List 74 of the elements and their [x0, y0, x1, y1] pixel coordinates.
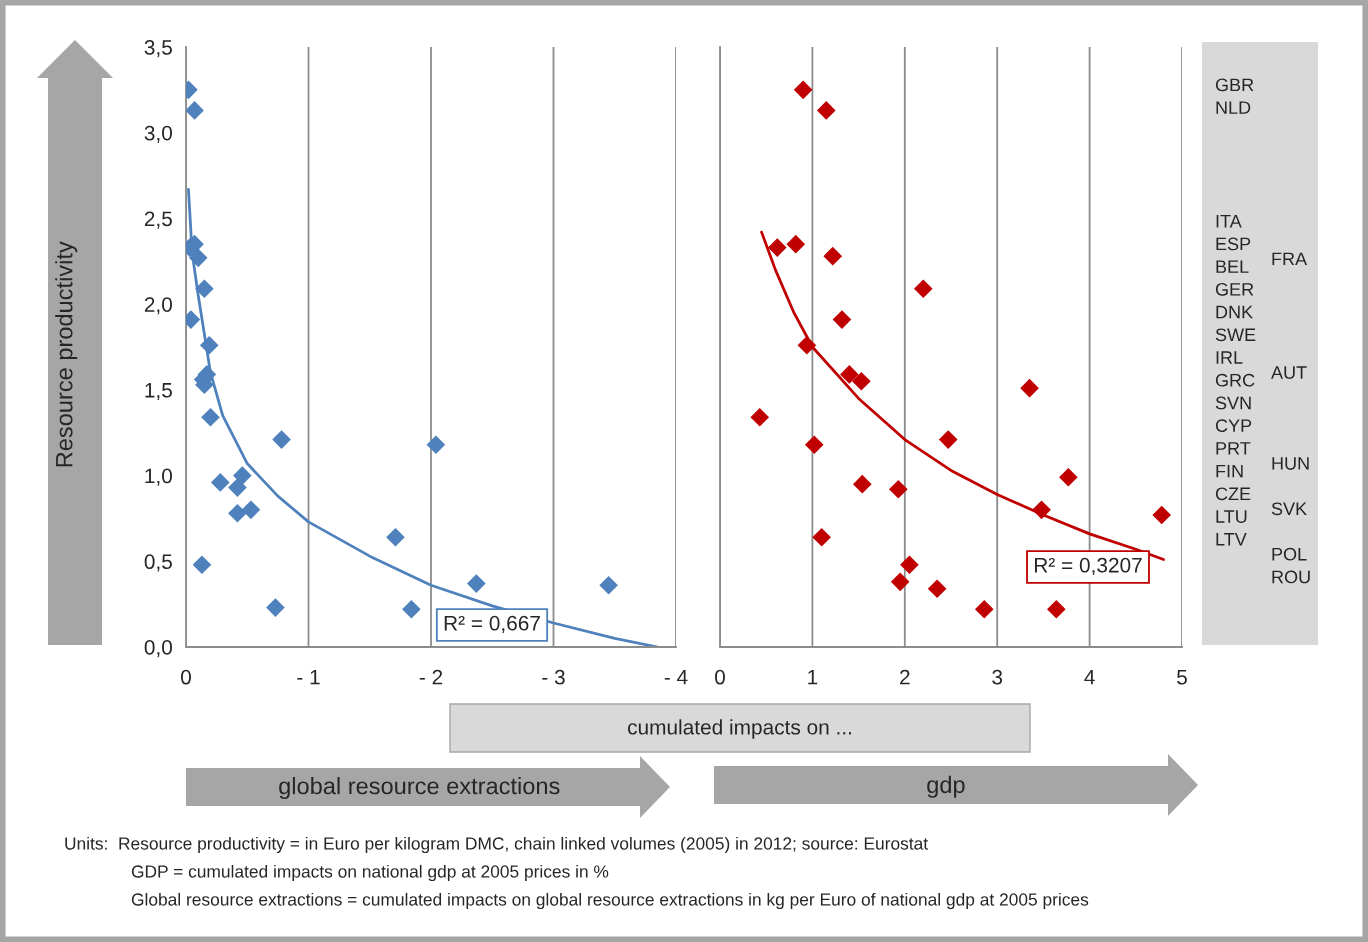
x-tick-label: 0: [181, 669, 191, 685]
x-tick-label: - 1: [297, 669, 320, 685]
line-series: [187, 187, 660, 647]
annotation: R² = 0,667: [444, 615, 540, 634]
point: [1032, 500, 1051, 520]
point: [938, 430, 958, 449]
x-tick-label: 0: [715, 669, 725, 685]
point: [201, 407, 220, 427]
point: [195, 279, 214, 299]
point: [786, 234, 806, 254]
point: [852, 371, 871, 391]
text: FRA AUT HUN SVK POL ROU: [1271, 252, 1310, 584]
text: Units: Resource productivity = in Euro per kilogram DMC, chain linked volumes (2005) in 2012; source: Eurostat: [65, 836, 928, 854]
y-tick-label: 1,5: [145, 383, 172, 401]
point: [793, 80, 813, 100]
text: cumulated impacts on ...: [627, 719, 852, 739]
y-tick-label: 0,5: [144, 554, 172, 572]
point: [900, 555, 919, 575]
point: [852, 474, 872, 494]
x-tick-label: - 4: [664, 669, 688, 685]
point: [1152, 505, 1171, 525]
point: [241, 500, 261, 520]
y-tick-label: 3,0: [144, 125, 172, 143]
x-tick-label: 2: [900, 669, 910, 685]
y-tick-label: 1,0: [145, 468, 172, 486]
x-axis-title: global resource extractions: [279, 776, 560, 800]
y-tick-label: 0,0: [144, 640, 172, 658]
x-tick-label: 3: [992, 669, 1003, 685]
point: [1020, 378, 1039, 398]
point: [228, 478, 247, 497]
point: [797, 335, 817, 355]
point: [812, 527, 831, 547]
point: [186, 101, 204, 120]
point: [402, 599, 421, 619]
point: [816, 101, 836, 120]
text: GDP = cumulated impacts on national gdp at 2005 prices in %: [131, 864, 609, 882]
x-axis-title: gdp: [927, 775, 965, 798]
point: [840, 365, 859, 384]
point: [188, 248, 208, 268]
text: Global resource extractions = cumulated impacts on global resource extractions in kg per Euro of national gdp at 2005 prices: [131, 892, 1089, 910]
point: [974, 599, 994, 619]
point: [1047, 599, 1066, 619]
x-tick-label: - 2: [419, 669, 443, 685]
point: [927, 579, 947, 599]
point: [266, 598, 285, 617]
point: [890, 572, 910, 592]
point: [192, 555, 212, 575]
point: [272, 430, 291, 449]
point: [913, 279, 933, 299]
y-tick-label: 2,5: [144, 211, 172, 229]
y-tick-label: 2,0: [144, 297, 172, 315]
x-tick-label: 5: [1177, 669, 1187, 685]
annotation: R² = 0,3207: [1034, 557, 1142, 576]
point: [199, 335, 219, 355]
text: GBR NLD ITA ESP BEL GER DNK SWE IRL GRC SVN CYP PRT FIN CZE LTU LTV: [1215, 78, 1256, 546]
point: [750, 407, 770, 427]
point: [767, 238, 787, 257]
x-tick-label: - 3: [542, 669, 565, 685]
x-tick-label: 1: [808, 669, 818, 685]
point: [426, 435, 446, 455]
x-tick-label: 4: [1084, 669, 1095, 685]
point: [467, 574, 486, 593]
point: [599, 575, 618, 595]
point: [889, 479, 908, 499]
point: [804, 435, 824, 455]
y-axis-title: Resource productivity: [55, 241, 78, 467]
point: [832, 310, 852, 329]
point: [228, 503, 247, 523]
point: [386, 527, 405, 547]
y-tick-label: 3,5: [144, 40, 172, 58]
point: [210, 473, 230, 492]
point: [1059, 467, 1078, 487]
point: [233, 466, 252, 485]
point: [823, 246, 843, 266]
